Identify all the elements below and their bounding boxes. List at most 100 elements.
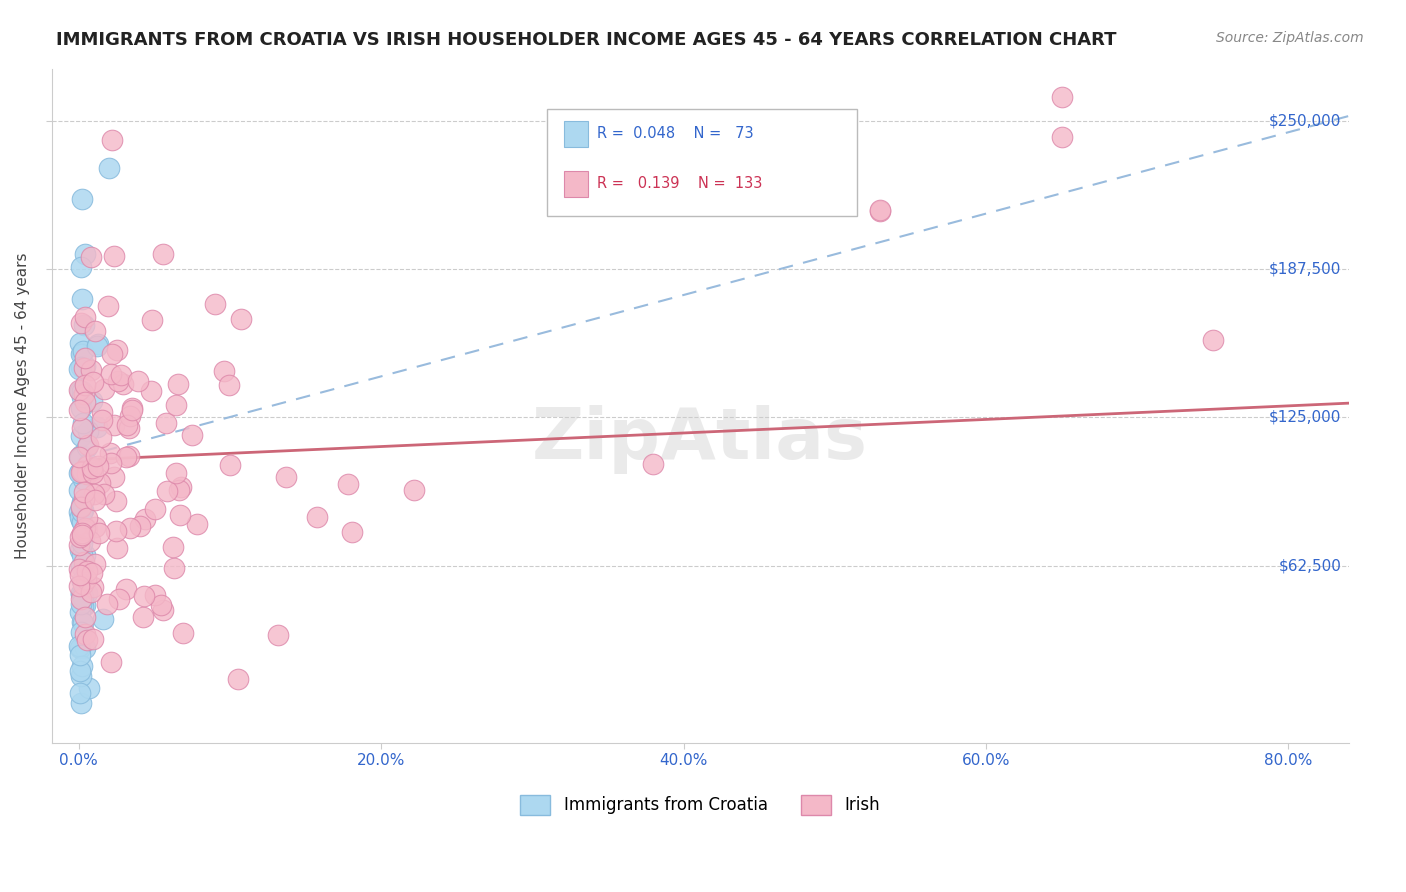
Point xyxy=(67,506,90,520)
Point xyxy=(73,598,96,612)
Point xyxy=(117,417,139,432)
Point xyxy=(72,494,94,508)
Point xyxy=(67,639,90,653)
Point xyxy=(72,590,94,604)
Point xyxy=(70,516,93,530)
FancyBboxPatch shape xyxy=(547,109,858,216)
Point xyxy=(100,456,122,470)
Text: $187,500: $187,500 xyxy=(1268,261,1341,277)
Point xyxy=(114,450,136,464)
Point xyxy=(80,584,103,599)
Y-axis label: Householder Income Ages 45 - 64 years: Householder Income Ages 45 - 64 years xyxy=(15,252,30,558)
Point xyxy=(70,587,93,601)
Point xyxy=(163,560,186,574)
Point xyxy=(70,390,93,404)
Point xyxy=(98,446,121,460)
Point xyxy=(108,592,131,607)
Point xyxy=(69,384,91,398)
Point xyxy=(67,466,90,480)
Point xyxy=(73,485,96,500)
Point xyxy=(103,249,125,263)
Point xyxy=(111,377,134,392)
Point xyxy=(86,419,108,434)
Point xyxy=(72,503,94,517)
Point xyxy=(82,632,104,646)
Point xyxy=(75,572,97,586)
Point xyxy=(70,585,93,599)
Point xyxy=(73,247,96,261)
Point xyxy=(121,403,143,417)
Point xyxy=(170,479,193,493)
Point xyxy=(84,324,107,338)
Point xyxy=(143,502,166,516)
Point xyxy=(72,472,94,486)
Point xyxy=(214,364,236,378)
Point xyxy=(172,626,194,640)
Point xyxy=(1050,130,1073,145)
Point xyxy=(69,665,91,679)
Point xyxy=(107,541,129,556)
Point xyxy=(73,377,96,392)
Point xyxy=(72,616,94,631)
Point xyxy=(82,463,104,477)
Point xyxy=(73,318,96,333)
Point xyxy=(643,457,665,471)
Text: $250,000: $250,000 xyxy=(1268,113,1341,128)
Point xyxy=(69,465,91,479)
Point xyxy=(402,483,425,497)
Point xyxy=(70,535,93,549)
Point xyxy=(73,529,96,543)
Point xyxy=(76,522,98,536)
Point xyxy=(869,202,891,217)
Point xyxy=(84,558,107,572)
Point xyxy=(70,597,93,611)
Point xyxy=(70,192,93,206)
Point xyxy=(70,527,93,541)
Point xyxy=(70,500,93,515)
Point xyxy=(73,387,96,401)
Point xyxy=(76,458,98,473)
Point xyxy=(231,312,253,326)
Point xyxy=(73,609,96,624)
Point xyxy=(69,543,91,558)
Point xyxy=(86,449,108,463)
Point xyxy=(69,591,91,606)
Point xyxy=(70,345,93,359)
Point xyxy=(165,467,187,481)
Point xyxy=(107,375,129,389)
Point xyxy=(73,558,96,573)
Point xyxy=(75,521,97,535)
Point xyxy=(180,427,202,442)
Point xyxy=(73,310,96,324)
Point xyxy=(69,450,91,465)
Point xyxy=(69,316,91,330)
Point xyxy=(69,686,91,700)
FancyBboxPatch shape xyxy=(564,170,588,196)
Point xyxy=(77,681,100,695)
Point xyxy=(80,461,103,475)
Point xyxy=(76,632,98,647)
Point xyxy=(72,577,94,591)
Point xyxy=(70,559,93,574)
Text: $62,500: $62,500 xyxy=(1278,558,1341,574)
Point xyxy=(73,394,96,409)
Point xyxy=(69,335,91,350)
Point xyxy=(73,641,96,656)
Point xyxy=(167,377,190,392)
Point xyxy=(105,524,128,538)
Point xyxy=(67,402,90,417)
Point xyxy=(70,499,93,513)
Point xyxy=(70,464,93,478)
Point xyxy=(87,525,110,540)
Point xyxy=(76,424,98,438)
Text: $125,000: $125,000 xyxy=(1268,410,1341,425)
Point xyxy=(93,382,115,396)
Point xyxy=(76,438,98,452)
Point xyxy=(76,511,98,525)
Point xyxy=(169,508,191,522)
Point xyxy=(100,655,122,669)
Point xyxy=(79,533,101,548)
Point xyxy=(83,487,105,501)
Text: R =   0.139    N =  133: R = 0.139 N = 133 xyxy=(598,176,762,191)
Point xyxy=(70,513,93,527)
